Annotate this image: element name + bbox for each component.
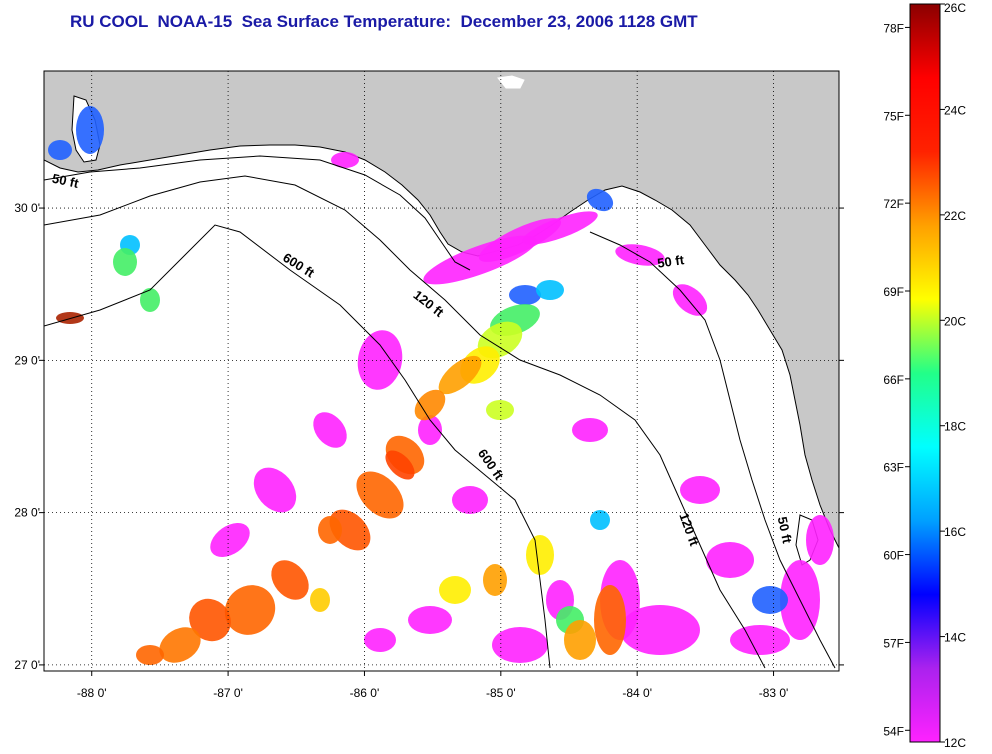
sst-patch: [439, 576, 471, 604]
plot-frame: [43, 70, 840, 672]
sst-patch: [594, 585, 626, 655]
sst-patch: [418, 415, 442, 445]
sst-patch: [752, 586, 788, 614]
grid: [44, 71, 839, 671]
sst-patch: [438, 355, 482, 395]
x-tick-label: -88 0': [77, 686, 107, 700]
colorbar-f-label: 72F: [883, 197, 904, 211]
isobath-120ft: [44, 175, 766, 669]
sst-patch: [310, 588, 330, 612]
sst-patch: [313, 412, 347, 448]
sst-patch: [48, 140, 72, 160]
sst-patch: [385, 450, 415, 480]
sst-patch: [189, 598, 231, 642]
sst-patch: [136, 645, 164, 665]
colorbar-c-label: 24C: [944, 103, 966, 117]
sst-patch: [620, 605, 700, 655]
colorbar-c-label: 18C: [944, 420, 966, 434]
y-axis: 30 0' 29 0' 28 0' 27 0': [14, 201, 844, 672]
sst-patch: [56, 312, 84, 324]
isobath-label: 50 ft: [775, 515, 795, 545]
colorbar-ticks: 26C 24C 22C 20C 18C 16C 14C 12C 78F 75F 72F 69F 66F 6…: [883, 1, 966, 750]
isobath-50ft-west: [44, 155, 471, 271]
sst-patch: [806, 515, 834, 565]
colorbar-f-label: 60F: [883, 549, 904, 563]
colorbar-f-label: 63F: [883, 461, 904, 475]
sst-patch: [590, 510, 610, 530]
sst-patch: [452, 486, 488, 514]
colorbar-f-label: 57F: [883, 636, 904, 650]
sst-patch: [564, 620, 596, 660]
colorbar-f-label: 54F: [883, 724, 904, 738]
sst-patch: [329, 509, 371, 551]
sst-patch: [572, 418, 608, 442]
sst-patch: [522, 211, 598, 245]
y-tick-label: 27 0': [14, 658, 40, 672]
x-tick-label: -86 0': [350, 686, 380, 700]
sst-patch: [159, 627, 201, 663]
sst-patch: [586, 188, 614, 212]
sst-patch: [113, 248, 137, 276]
colorbar-c-label: 22C: [944, 209, 966, 223]
sst-patch: [509, 285, 541, 305]
colorbar: [909, 3, 941, 743]
isobath-label: 50 ft: [51, 171, 81, 191]
sst-patch: [318, 516, 342, 544]
sst-patch: [680, 476, 720, 504]
sst-patch: [364, 628, 396, 652]
sst-patch: [331, 152, 359, 168]
sst-patch: [492, 627, 548, 663]
sst-patch: [483, 564, 507, 596]
isobath-50ft-east: [589, 231, 836, 669]
sst-patch: [253, 467, 297, 513]
colorbar-f-label: 78F: [883, 21, 904, 35]
colorbar-c-label: 26C: [944, 1, 966, 15]
x-axis: -88 0' -87 0' -86 0' -85 0' -84 0' -83 0': [77, 671, 788, 700]
sst-patch: [76, 106, 104, 154]
y-tick-label: 30 0': [14, 201, 40, 215]
colorbar-c-label: 20C: [944, 314, 966, 328]
sst-patches: [48, 106, 834, 665]
sst-patch: [210, 522, 250, 558]
sst-patch: [140, 288, 160, 312]
colorbar-c-label: 12C: [944, 736, 966, 750]
colorbar-f-label: 69F: [883, 285, 904, 299]
x-tick-label: -87 0': [213, 686, 243, 700]
sst-patch: [224, 585, 276, 635]
colorbar-c-label: 14C: [944, 631, 966, 645]
sst-patch: [526, 535, 554, 575]
isobath-label: 50 ft: [656, 252, 685, 271]
sst-patch: [706, 542, 754, 578]
colorbar-f-label: 66F: [883, 373, 904, 387]
x-tick-label: -85 0': [486, 686, 516, 700]
y-tick-label: 29 0': [14, 353, 40, 367]
x-tick-label: -83 0': [759, 686, 789, 700]
y-tick-label: 28 0': [14, 506, 40, 520]
sst-patch: [408, 606, 452, 634]
colorbar-c-label: 16C: [944, 525, 966, 539]
sst-patch: [536, 280, 564, 300]
lake: [497, 75, 525, 89]
sst-patch: [486, 400, 514, 420]
x-tick-label: -84 0': [622, 686, 652, 700]
sst-patch: [356, 471, 404, 519]
chart-title: RU COOL NOAA-15 Sea Surface Temperature:…: [70, 12, 698, 31]
sst-patch: [730, 625, 790, 655]
isobath-600ft: [44, 224, 551, 669]
colorbar-f-label: 75F: [883, 109, 904, 123]
sst-patch: [414, 389, 446, 421]
sst-patch: [271, 560, 309, 600]
